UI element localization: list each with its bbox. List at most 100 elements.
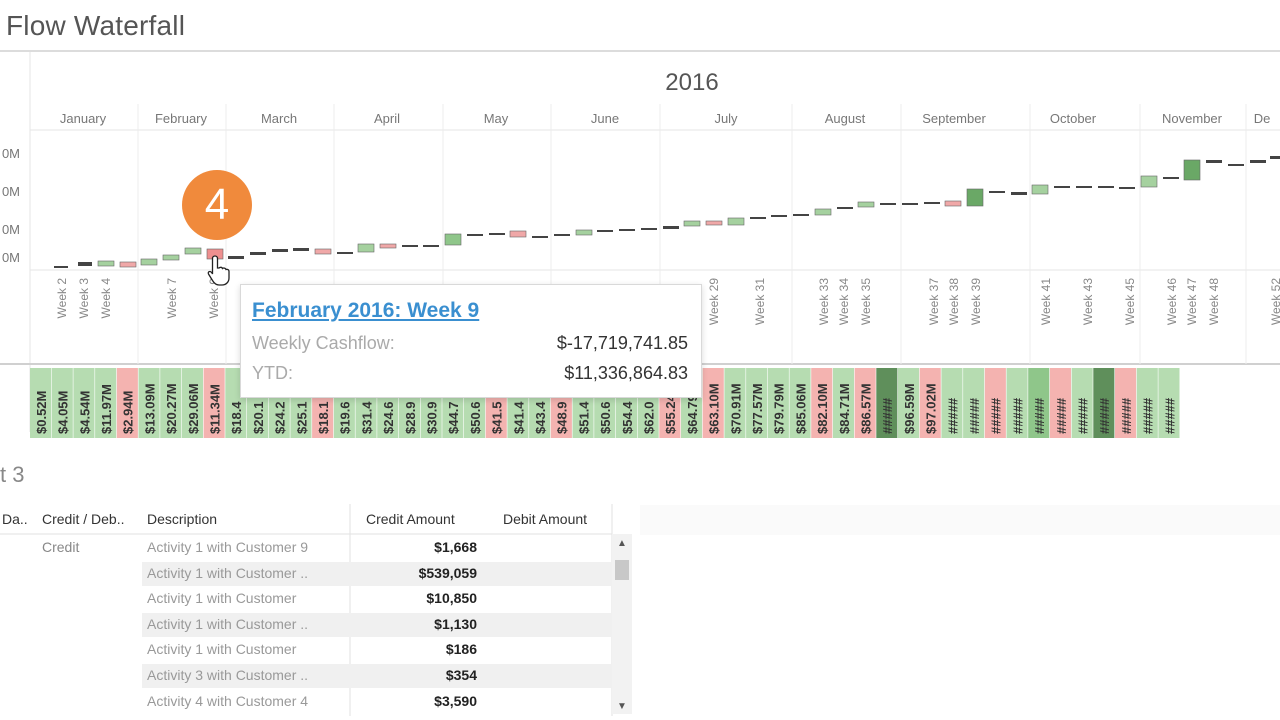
- waterfall-bar[interactable]: [337, 252, 353, 254]
- ytd-cell[interactable]: [1071, 368, 1093, 438]
- ytd-cell[interactable]: [724, 368, 746, 438]
- waterfall-bar[interactable]: [814, 208, 832, 216]
- waterfall-bar[interactable]: [1163, 177, 1179, 179]
- waterfall-bar[interactable]: [489, 233, 505, 235]
- waterfall-bar[interactable]: [1031, 184, 1049, 195]
- waterfall-bar[interactable]: [902, 203, 918, 205]
- ytd-cell[interactable]: [984, 368, 1006, 438]
- waterfall-bar[interactable]: [1054, 186, 1070, 188]
- ytd-cell[interactable]: [51, 368, 73, 438]
- ytd-cell[interactable]: [1028, 368, 1050, 438]
- waterfall-bar[interactable]: [837, 207, 853, 209]
- waterfall-bar[interactable]: [1098, 186, 1114, 188]
- ytd-cell[interactable]: [811, 368, 833, 438]
- ytd-cell[interactable]: [1136, 368, 1158, 438]
- waterfall-bar[interactable]: [119, 261, 137, 268]
- waterfall-bar[interactable]: [989, 191, 1005, 193]
- waterfall-bar[interactable]: [1140, 175, 1158, 188]
- ytd-cell[interactable]: [789, 368, 811, 438]
- waterfall-bar[interactable]: [750, 217, 766, 219]
- waterfall-bar[interactable]: [1011, 192, 1027, 195]
- waterfall-bar[interactable]: [54, 266, 68, 268]
- waterfall-bar[interactable]: [1183, 159, 1201, 181]
- waterfall-bar[interactable]: [1206, 160, 1222, 163]
- waterfall-bar[interactable]: [705, 220, 723, 226]
- ytd-cell[interactable]: [702, 368, 724, 438]
- tooltip-title-link[interactable]: February 2016: Week 9: [252, 299, 480, 322]
- waterfall-bar[interactable]: [97, 260, 115, 267]
- ytd-cell[interactable]: [767, 368, 789, 438]
- waterfall-bar[interactable]: [509, 230, 527, 238]
- ytd-cell[interactable]: [854, 368, 876, 438]
- waterfall-bar[interactable]: [532, 236, 548, 238]
- waterfall-bar[interactable]: [924, 202, 940, 204]
- ytd-cell[interactable]: [746, 368, 768, 438]
- waterfall-bar[interactable]: [727, 217, 745, 226]
- waterfall-bar[interactable]: [1270, 156, 1280, 159]
- scroll-up-icon[interactable]: ▲: [617, 538, 627, 549]
- ytd-cell[interactable]: [1158, 368, 1180, 438]
- ytd-cell[interactable]: [181, 368, 203, 438]
- scroll-thumb[interactable]: [615, 560, 629, 580]
- waterfall-bar[interactable]: [880, 203, 896, 205]
- ytd-cell[interactable]: [919, 368, 941, 438]
- ytd-cell[interactable]: [1115, 368, 1137, 438]
- table-scrollbar[interactable]: ▲ ▼: [612, 534, 632, 714]
- column-header-description[interactable]: Description: [147, 511, 218, 527]
- ytd-cell[interactable]: [30, 368, 52, 438]
- waterfall-bar[interactable]: [250, 252, 266, 255]
- waterfall-bar[interactable]: [228, 256, 244, 259]
- waterfall-bar[interactable]: [444, 233, 462, 246]
- waterfall-bars[interactable]: [54, 156, 1280, 268]
- waterfall-bar[interactable]: [402, 245, 418, 247]
- ytd-cell[interactable]: [1093, 368, 1115, 438]
- waterfall-bar[interactable]: [1250, 160, 1266, 163]
- ytd-strip[interactable]: $0.52M $4.05M $4.54M $11.97M $2.94M $13.09M $2…: [30, 368, 1180, 438]
- ytd-cell[interactable]: [1049, 368, 1071, 438]
- ytd-cell[interactable]: [941, 368, 963, 438]
- waterfall-bar[interactable]: [1228, 164, 1244, 166]
- waterfall-bar[interactable]: [663, 226, 679, 229]
- waterfall-bar[interactable]: [554, 234, 570, 236]
- waterfall-bar[interactable]: [966, 188, 984, 207]
- column-header-debit-amount[interactable]: Debit Amount: [503, 511, 588, 527]
- scroll-down-icon[interactable]: ▼: [617, 701, 627, 712]
- waterfall-bar[interactable]: [314, 248, 332, 255]
- ytd-cell[interactable]: [95, 368, 117, 438]
- waterfall-bar[interactable]: [184, 247, 202, 255]
- waterfall-bar[interactable]: [683, 220, 701, 227]
- waterfall-bar[interactable]: [78, 262, 92, 266]
- ytd-cell[interactable]: [898, 368, 920, 438]
- waterfall-bar[interactable]: [379, 243, 397, 249]
- waterfall-bar[interactable]: [793, 214, 809, 216]
- column-header-date[interactable]: Da..: [2, 511, 28, 527]
- waterfall-bar[interactable]: [1119, 187, 1135, 189]
- waterfall-bar[interactable]: [944, 200, 962, 207]
- ytd-cell[interactable]: [160, 368, 182, 438]
- waterfall-bar[interactable]: [771, 215, 787, 217]
- waterfall-bar[interactable]: [597, 230, 613, 232]
- waterfall-bar[interactable]: [619, 229, 635, 231]
- waterfall-chart[interactable]: 2016 January February March April May June Jul…: [0, 52, 1280, 442]
- column-header-credit-amount[interactable]: Credit Amount: [366, 511, 455, 527]
- waterfall-bar[interactable]: [357, 243, 375, 253]
- waterfall-bar[interactable]: [1076, 186, 1092, 188]
- waterfall-bar[interactable]: [641, 228, 657, 230]
- ytd-cell[interactable]: [832, 368, 854, 438]
- waterfall-bar[interactable]: [293, 248, 309, 251]
- column-header-credit-debit[interactable]: Credit / Deb..: [42, 511, 125, 527]
- ytd-cell[interactable]: [963, 368, 985, 438]
- ytd-cell[interactable]: [116, 368, 138, 438]
- waterfall-bar[interactable]: [857, 201, 875, 208]
- waterfall-bar[interactable]: [467, 234, 483, 236]
- waterfall-bar[interactable]: [575, 229, 593, 236]
- ytd-cell[interactable]: [1006, 368, 1028, 438]
- waterfall-bar[interactable]: [140, 258, 158, 266]
- waterfall-bar[interactable]: [423, 245, 439, 247]
- waterfall-bar[interactable]: [162, 254, 180, 261]
- ytd-cell[interactable]: [876, 368, 898, 438]
- ytd-cell[interactable]: [73, 368, 95, 438]
- ytd-cell[interactable]: [138, 368, 160, 438]
- ytd-cell[interactable]: [203, 368, 225, 438]
- waterfall-bar[interactable]: [272, 249, 288, 252]
